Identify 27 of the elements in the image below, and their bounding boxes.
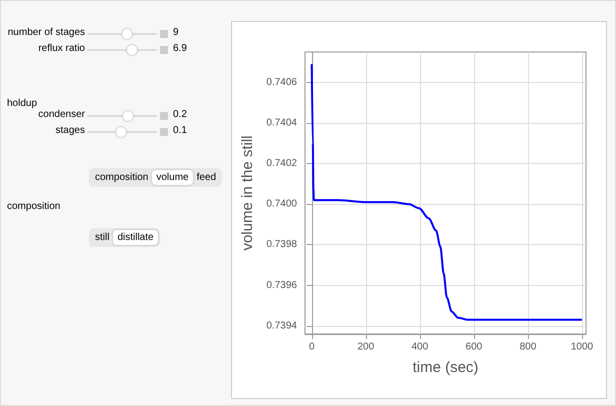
toggle-buttons: still distillate (89, 228, 160, 247)
x-tick-label: 200 (357, 342, 375, 352)
x-tick-label: 600 (466, 342, 483, 352)
text: 9 (173, 27, 179, 38)
x-tick-label: 400 (411, 342, 429, 352)
y-tick-label: 0.7394 (266, 320, 298, 332)
y-tick-label: 0.7402 (266, 158, 298, 170)
y-tick-label: 0.7406 (266, 76, 298, 88)
x-tick-label: 0 (308, 342, 315, 352)
y-tick-label: 0.7396 (266, 280, 298, 291)
y-tick-label: 0.7400 (266, 198, 298, 210)
y-tick-label: 0.7404 (266, 118, 298, 129)
toggle-buttons: composition volume feed (89, 168, 222, 187)
y-axis-title: volume in the still (239, 135, 256, 251)
x-tick-label: 1000 (570, 342, 594, 352)
text: reflux ratio (38, 43, 85, 54)
text: stages (56, 125, 85, 136)
text: holdup (7, 98, 38, 109)
text: number of stages (8, 27, 85, 38)
text: 0.2 (173, 109, 187, 120)
text: composition (7, 201, 60, 212)
x-tick-label: 800 (520, 342, 537, 352)
text: 6.9 (173, 43, 187, 54)
x-axis-title: time (sec) (412, 359, 478, 376)
text: 0.1 (173, 125, 187, 136)
y-tick-label: 0.7398 (266, 239, 298, 250)
text: condenser (38, 109, 85, 120)
